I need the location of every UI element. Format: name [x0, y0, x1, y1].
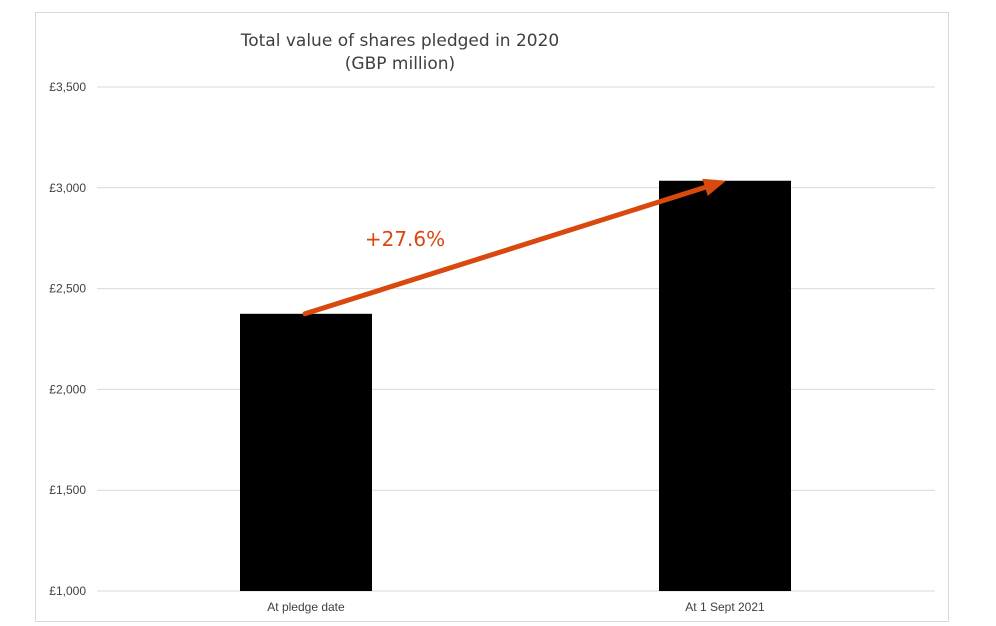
gridlines: [97, 86, 935, 592]
bar: [240, 313, 372, 591]
bars: [240, 180, 791, 591]
growth-percentage-label: +27.6%: [365, 227, 445, 251]
x-axis-category-labels: At pledge date At 1 Sept 2021: [267, 600, 765, 614]
x-category-label: At 1 Sept 2021: [685, 600, 765, 614]
chart-title: Total value of shares pledged in 2020: [240, 31, 560, 51]
y-axis-tick-labels: £1,000 £1,500 £2,000 £2,500 £3,000 £3,500: [49, 80, 86, 598]
bar: [659, 180, 791, 591]
growth-arrow: [302, 184, 710, 317]
y-tick-label: £3,000: [49, 181, 86, 195]
y-tick-label: £2,000: [49, 382, 86, 396]
y-tick-label: £1,000: [49, 584, 86, 598]
chart-subtitle: (GBP million): [345, 54, 455, 74]
y-tick-label: £3,500: [49, 80, 86, 94]
y-tick-label: £1,500: [49, 483, 86, 497]
growth-annotation: +27.6%: [302, 178, 726, 317]
growth-arrow-head: [702, 178, 726, 196]
y-tick-label: £2,500: [49, 282, 86, 296]
chart-frame: [35, 12, 949, 622]
x-category-label: At pledge date: [267, 600, 345, 614]
